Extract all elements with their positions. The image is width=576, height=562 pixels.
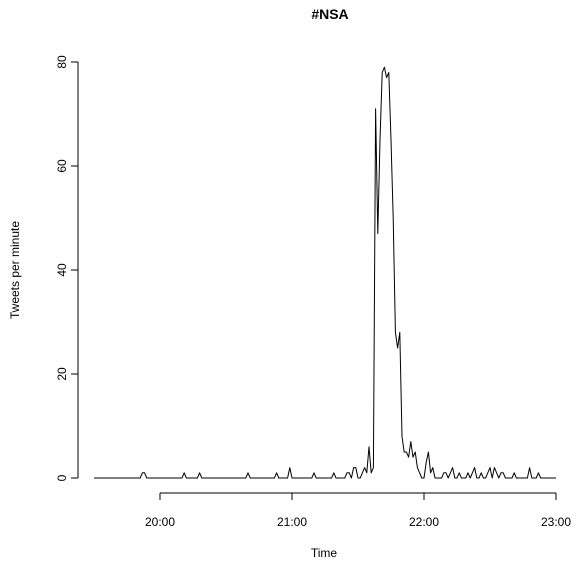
x-axis-label: Time — [311, 546, 338, 560]
x-tick-label: 22:00 — [409, 515, 439, 529]
x-axis: 20:00 21:00 22:00 23:00 — [145, 492, 571, 529]
y-tick-label: 60 — [55, 159, 69, 173]
y-tick-label: 40 — [55, 263, 69, 277]
x-tick-label: 20:00 — [145, 515, 175, 529]
y-axis: 0 20 40 60 80 — [55, 55, 79, 481]
y-axis-label: Tweets per minute — [8, 221, 22, 319]
chart-title: #NSA — [311, 6, 348, 22]
plot-area — [94, 66, 556, 479]
series-line — [94, 66, 556, 479]
x-tick-label: 23:00 — [541, 515, 571, 529]
y-tick-label: 0 — [55, 474, 69, 481]
y-tick-label: 80 — [55, 55, 69, 69]
y-tick-label: 20 — [55, 367, 69, 381]
x-tick-label: 21:00 — [277, 515, 307, 529]
